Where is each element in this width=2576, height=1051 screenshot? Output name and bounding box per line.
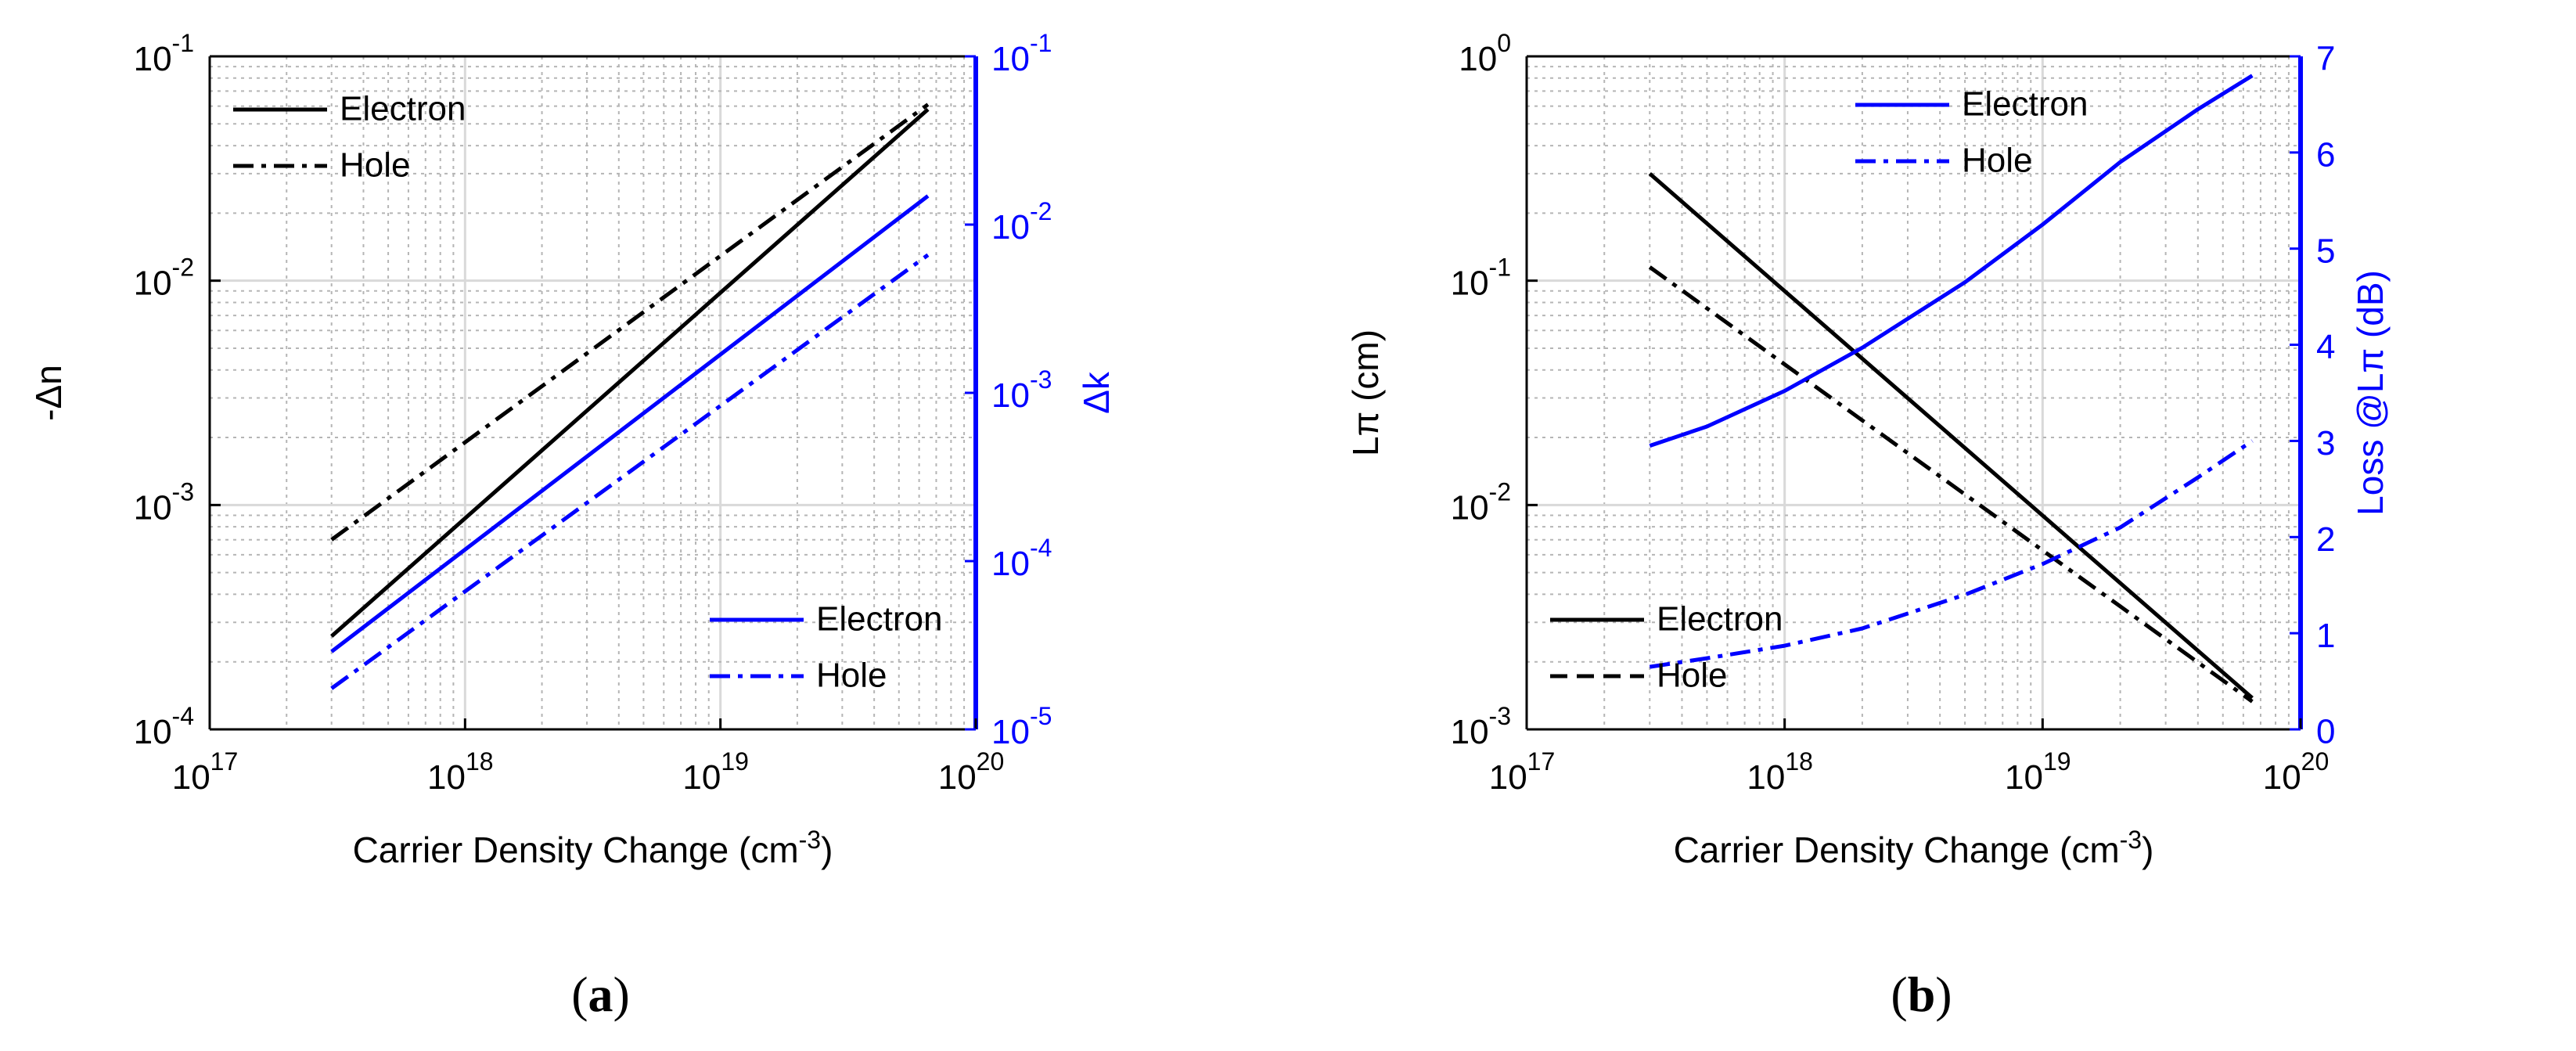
- right-tick-label: 10-2: [991, 197, 1052, 246]
- left-axis-label: -Δn: [28, 365, 69, 421]
- legend-bottom-left: Electron Hole: [1550, 600, 1783, 695]
- legend-label-electron: Electron: [340, 90, 466, 128]
- legend-top-center: Electron Hole: [1855, 85, 2088, 180]
- x-axis-label: Carrier Density Change (cm-3): [353, 826, 833, 870]
- legend-label-electron: Electron: [816, 600, 942, 639]
- right-tick-label: 1: [2316, 617, 2335, 655]
- grid: [210, 56, 976, 729]
- right-tick-label: 7: [2316, 40, 2335, 78]
- right-tick-label: 6: [2316, 135, 2335, 174]
- series-group: [1648, 74, 2254, 704]
- panel-caption: (b): [1891, 966, 1952, 1022]
- right-tick-labels: 10-5 10-4 10-3 10-2 10-1: [965, 29, 1052, 751]
- chart-panel-a: 1017 1018 1019 1020 10-4 10-3 10-2 10-1 10-5 10-4…: [28, 29, 1117, 870]
- x-tick-labels: 1017 1018 1019 1020: [172, 718, 1005, 797]
- right-tick-label: 3: [2316, 424, 2335, 463]
- series-group: [330, 103, 930, 690]
- series-line-left-electron: [330, 107, 930, 638]
- right-axis-label: Δk: [1076, 371, 1117, 414]
- right-tick-label: 10-3: [991, 365, 1052, 414]
- x-tick-label: 1019: [2005, 747, 2071, 796]
- legend-top-left: Electron Hole: [233, 90, 466, 185]
- x-tick-label: 1017: [172, 747, 239, 796]
- legend-label-electron: Electron: [1962, 85, 2088, 124]
- left-tick-label: 10-1: [134, 29, 194, 77]
- right-tick-label: 10-5: [991, 702, 1052, 750]
- x-tick-label: 1020: [2263, 747, 2330, 796]
- x-tick-label: 1017: [1489, 747, 1556, 796]
- left-tick-labels: 10-4 10-3 10-2 10-1: [134, 29, 221, 751]
- right-tick-label: 2: [2316, 520, 2335, 559]
- x-tick-labels: 1017 1018 1019 1020: [1489, 718, 2330, 797]
- left-tick-label: 10-3: [134, 478, 194, 527]
- series-line-right-electron: [1649, 74, 2254, 448]
- left-tick-labels: 10-3 10-2 10-1 100: [1451, 29, 1538, 751]
- left-tick-label: 10-2: [134, 254, 194, 302]
- legend-label-hole: Hole: [816, 657, 887, 695]
- series-line-right-electron: [330, 194, 930, 653]
- left-tick-label: 10-2: [1451, 478, 1511, 527]
- left-tick-label: 10-4: [134, 702, 194, 750]
- right-tick-label: 4: [2316, 328, 2335, 366]
- right-tick-label: 10-4: [991, 534, 1052, 582]
- chart-panel-b: 1017 1018 1019 1020 10-3 10-2 10-1 100 0 1 2 3 4 5 6 7 L…: [1345, 29, 2391, 870]
- legend-bottom-right: Electron Hole: [710, 600, 942, 695]
- x-tick-label: 1018: [1747, 747, 1813, 796]
- left-tick-label: 100: [1459, 29, 1511, 77]
- legend-label-electron: Electron: [1657, 600, 1783, 639]
- x-tick-label: 1020: [938, 747, 1005, 796]
- grid: [1527, 56, 2301, 729]
- x-axis-label: Carrier Density Change (cm-3): [1674, 826, 2154, 870]
- left-tick-label: 10-1: [1451, 254, 1511, 302]
- right-tick-labels: 0 1 2 3 4 5 6 7: [2290, 40, 2335, 751]
- series-line-right-hole: [330, 253, 930, 690]
- right-tick-label: 5: [2316, 232, 2335, 270]
- x-tick-label: 1019: [682, 747, 749, 796]
- panel-caption: (a): [571, 966, 630, 1022]
- right-axis-label: Loss @Lπ (dB): [2350, 270, 2391, 516]
- right-tick-label: 10-1: [991, 29, 1052, 77]
- series-line-left-electron: [1648, 172, 2254, 700]
- series-line-left-hole: [1648, 265, 2254, 704]
- series-line-left-hole: [330, 103, 930, 542]
- left-tick-label: 10-3: [1451, 702, 1511, 750]
- legend-label-hole: Hole: [1962, 142, 2033, 180]
- right-tick-label: 0: [2316, 713, 2335, 751]
- series-line-right-hole: [1649, 439, 2254, 669]
- legend-label-hole: Hole: [340, 146, 411, 185]
- legend-label-hole: Hole: [1657, 657, 1728, 695]
- x-tick-label: 1018: [427, 747, 494, 796]
- left-axis-label: Lπ (cm): [1345, 329, 1386, 456]
